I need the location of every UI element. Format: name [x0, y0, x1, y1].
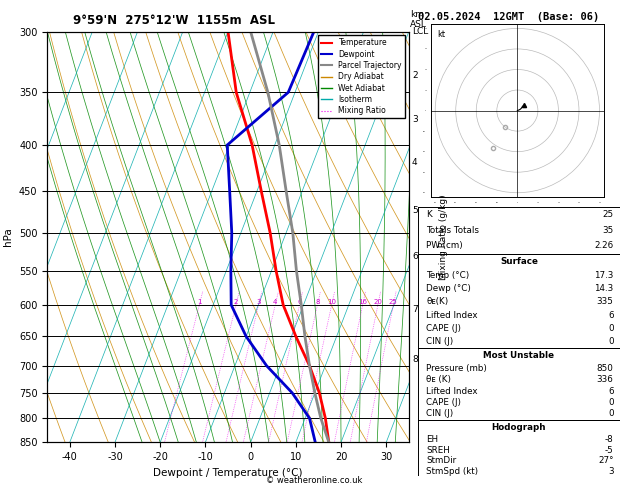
Text: PW (cm): PW (cm): [426, 242, 463, 250]
Text: CAPE (J): CAPE (J): [426, 398, 461, 407]
Text: 4: 4: [412, 158, 418, 167]
Text: 14.3: 14.3: [594, 284, 613, 293]
Text: Dewp (°C): Dewp (°C): [426, 284, 471, 293]
Text: 4: 4: [273, 299, 277, 305]
Text: -8: -8: [604, 435, 613, 444]
Text: CIN (J): CIN (J): [426, 337, 454, 346]
Text: 6: 6: [608, 311, 613, 319]
X-axis label: Dewpoint / Temperature (°C): Dewpoint / Temperature (°C): [153, 468, 303, 478]
Text: EH: EH: [426, 435, 438, 444]
Text: 9°59'N  275°12'W  1155m  ASL: 9°59'N 275°12'W 1155m ASL: [73, 14, 275, 27]
Text: CIN (J): CIN (J): [426, 410, 454, 418]
Text: 0: 0: [608, 398, 613, 407]
Text: 20: 20: [374, 299, 382, 305]
Text: 16: 16: [358, 299, 367, 305]
Text: 17.3: 17.3: [594, 271, 613, 280]
Text: 35: 35: [603, 226, 613, 235]
Text: 6: 6: [608, 387, 613, 396]
Y-axis label: hPa: hPa: [3, 227, 13, 246]
Text: kt: kt: [437, 30, 445, 38]
Text: 27°: 27°: [598, 456, 613, 465]
Text: StmDir: StmDir: [426, 456, 457, 465]
Text: 5: 5: [412, 206, 418, 215]
Text: 3: 3: [608, 467, 613, 476]
Text: © weatheronline.co.uk: © weatheronline.co.uk: [266, 475, 363, 485]
Text: Pressure (mb): Pressure (mb): [426, 364, 487, 373]
Text: 2: 2: [412, 71, 418, 80]
Text: 8: 8: [412, 355, 418, 364]
Text: 2.26: 2.26: [594, 242, 613, 250]
Text: Totals Totals: Totals Totals: [426, 226, 479, 235]
Text: ASL: ASL: [410, 20, 427, 29]
Text: 0: 0: [608, 410, 613, 418]
Text: SREH: SREH: [426, 446, 450, 454]
Text: 6: 6: [412, 252, 418, 261]
Text: 3: 3: [412, 115, 418, 124]
Text: LCL: LCL: [412, 27, 428, 36]
Text: Most Unstable: Most Unstable: [484, 351, 554, 360]
Legend: Temperature, Dewpoint, Parcel Trajectory, Dry Adiabat, Wet Adiabat, Isotherm, Mi: Temperature, Dewpoint, Parcel Trajectory…: [318, 35, 405, 118]
Text: Surface: Surface: [500, 257, 538, 266]
Text: 3: 3: [257, 299, 261, 305]
Text: θᴇ(K): θᴇ(K): [426, 297, 448, 306]
Text: Lifted Index: Lifted Index: [426, 387, 478, 396]
Text: 10: 10: [327, 299, 336, 305]
Text: 6: 6: [298, 299, 302, 305]
Text: Hodograph: Hodograph: [492, 422, 546, 432]
Text: 0: 0: [608, 324, 613, 333]
Text: Mixing Ratio (g/kg): Mixing Ratio (g/kg): [439, 194, 448, 280]
Text: 8: 8: [315, 299, 320, 305]
Text: Lifted Index: Lifted Index: [426, 311, 478, 319]
Text: 335: 335: [597, 297, 613, 306]
Text: 25: 25: [389, 299, 398, 305]
Text: 2: 2: [234, 299, 238, 305]
Text: km: km: [410, 10, 424, 19]
Text: Temp (°C): Temp (°C): [426, 271, 470, 280]
Text: 25: 25: [603, 210, 613, 219]
Text: CAPE (J): CAPE (J): [426, 324, 461, 333]
Text: 336: 336: [597, 376, 613, 384]
Text: θᴇ (K): θᴇ (K): [426, 376, 452, 384]
Text: 7: 7: [412, 305, 418, 314]
Text: StmSpd (kt): StmSpd (kt): [426, 467, 479, 476]
Text: 02.05.2024  12GMT  (Base: 06): 02.05.2024 12GMT (Base: 06): [418, 12, 599, 22]
Text: -5: -5: [604, 446, 613, 454]
Text: K: K: [426, 210, 432, 219]
Text: 0: 0: [608, 337, 613, 346]
Text: 850: 850: [597, 364, 613, 373]
Text: 1: 1: [197, 299, 201, 305]
